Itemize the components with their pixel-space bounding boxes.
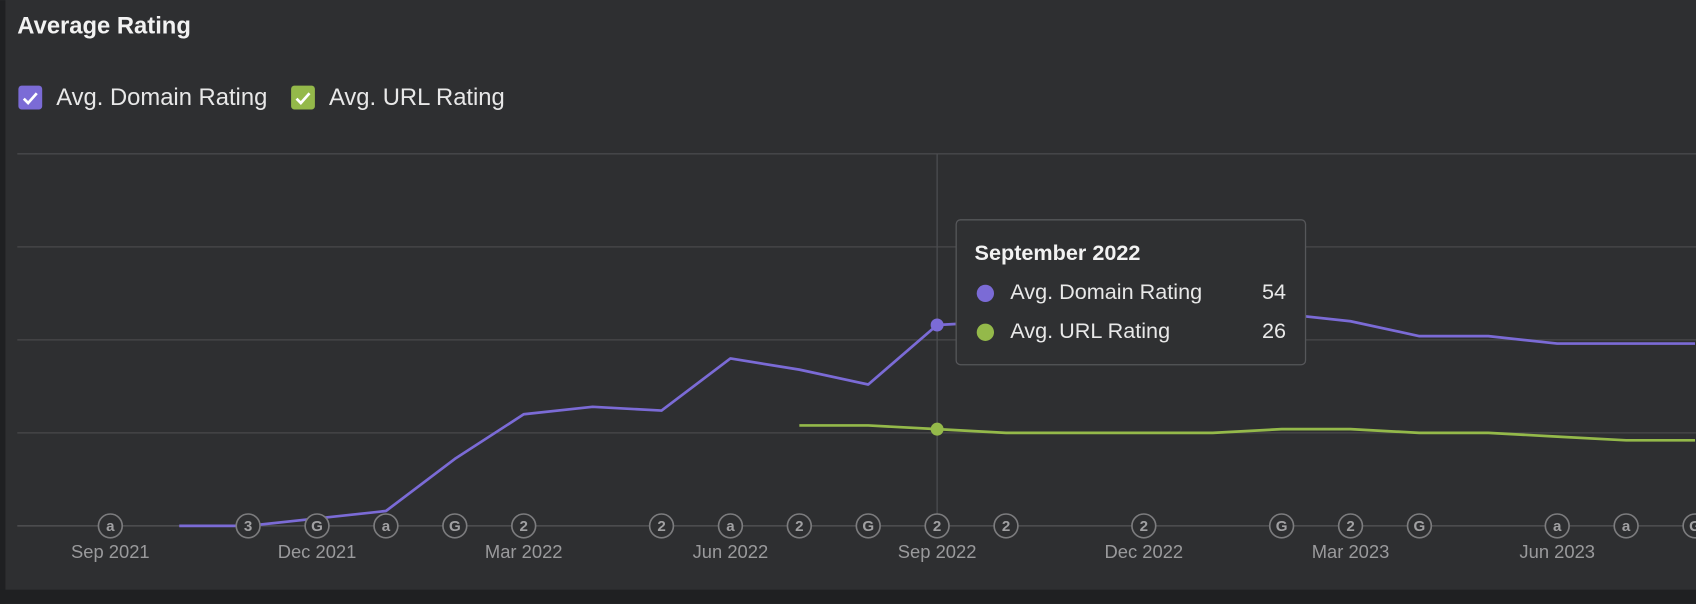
x-tick-label: Sep 2021 [71, 541, 150, 562]
event-marker-label: 2 [933, 518, 941, 535]
tooltip-value: 26 [1262, 318, 1286, 343]
event-marker-label: G [311, 518, 323, 535]
event-marker-label: a [382, 518, 391, 535]
checkmark [295, 92, 311, 105]
event-marker[interactable] [1268, 513, 1295, 539]
tooltip-name: Avg. URL Rating [1010, 318, 1170, 343]
tooltip-name: Avg. Domain Rating [1010, 279, 1202, 304]
bottom-edge [0, 589, 1696, 604]
x-tick-label: Dec 2022 [1104, 541, 1183, 562]
x-tick-label: Jun 2023 [1519, 541, 1595, 562]
event-marker[interactable] [1544, 513, 1570, 539]
event-marker[interactable] [1613, 513, 1639, 539]
x-tick-label: Dec 2021 [278, 541, 357, 562]
event-marker[interactable] [648, 513, 675, 539]
event-marker-label: 3 [244, 518, 252, 535]
left-edge [0, 0, 6, 604]
tooltip: September 2022 Avg. Domain Rating 54 Avg. U… [955, 219, 1307, 366]
event-marker-label: G [1276, 518, 1288, 535]
event-marker-label: 2 [657, 518, 665, 535]
event-marker-label: a [106, 518, 115, 535]
event-marker[interactable] [373, 513, 399, 539]
event-marker[interactable] [97, 513, 124, 539]
series-line [799, 424, 1696, 442]
x-tick-label: Jun 2022 [693, 541, 769, 562]
event-marker-label: G [1414, 518, 1426, 535]
x-tick-label: Sep 2022 [898, 541, 977, 562]
event-marker[interactable] [1682, 513, 1696, 539]
event-marker[interactable] [442, 513, 468, 539]
event-marker-label: 2 [520, 518, 528, 535]
event-marker[interactable] [717, 513, 744, 539]
event-marker[interactable] [924, 513, 950, 539]
checkmark [22, 92, 38, 105]
event-marker[interactable] [1337, 513, 1364, 539]
event-marker-label: G [449, 518, 461, 535]
event-marker-label: a [1553, 518, 1562, 535]
event-marker-label: 2 [1140, 518, 1148, 535]
tooltip-value: 54 [1262, 279, 1286, 304]
event-marker[interactable] [993, 513, 1019, 539]
legend-label[interactable]: Avg. URL Rating [329, 84, 505, 111]
event-marker-label: 2 [1002, 518, 1010, 535]
event-marker[interactable] [304, 513, 330, 539]
event-marker-label: 2 [1346, 518, 1354, 535]
event-marker-label: G [1689, 518, 1696, 535]
event-marker[interactable] [511, 513, 537, 539]
tooltip-title: September 2022 [975, 240, 1141, 265]
tooltip-swatch [976, 323, 995, 341]
x-tick-label: Mar 2022 [485, 541, 563, 562]
legend-checkbox[interactable] [291, 85, 315, 110]
legend-label[interactable]: Avg. Domain Rating [56, 84, 267, 111]
event-marker[interactable] [855, 513, 881, 539]
hover-dot [930, 318, 944, 332]
event-marker-label: a [1622, 518, 1631, 535]
x-tick-label: Mar 2023 [1312, 541, 1390, 562]
event-marker[interactable] [1406, 513, 1433, 539]
event-marker-label: 2 [795, 518, 803, 535]
event-marker[interactable] [235, 513, 261, 539]
tooltip-box [955, 219, 1307, 366]
legend-checkbox[interactable] [18, 85, 43, 110]
event-marker[interactable] [786, 513, 813, 539]
event-marker[interactable] [1131, 513, 1157, 539]
event-marker-label: a [726, 518, 735, 535]
event-marker-label: G [862, 518, 874, 535]
hover-dot [930, 422, 944, 436]
tooltip-swatch [976, 284, 995, 302]
chart-title: Average Rating [17, 13, 191, 40]
